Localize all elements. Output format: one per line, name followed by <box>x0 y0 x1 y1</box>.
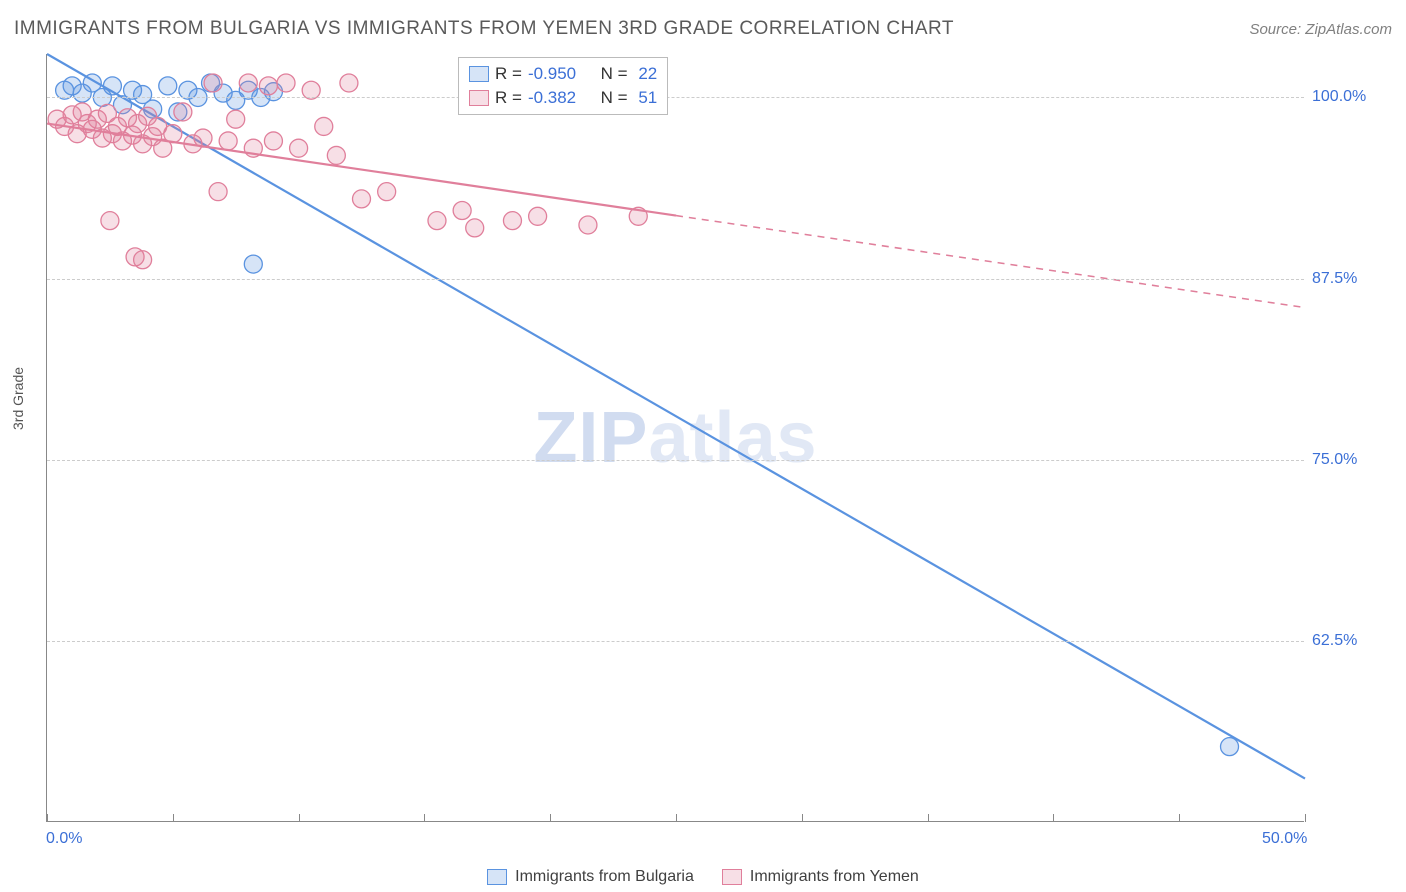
legend-stat-row: R = -0.382 N = 51 <box>469 86 657 110</box>
x-tick <box>802 814 803 822</box>
x-tick <box>550 814 551 822</box>
data-point <box>194 129 212 147</box>
r-value: -0.382 <box>528 88 590 108</box>
y-tick-label: 75.0% <box>1312 451 1357 469</box>
y-axis-label: 3rd Grade <box>10 367 26 430</box>
x-tick <box>299 814 300 822</box>
legend-swatch-icon <box>722 869 742 885</box>
legend-item-yemen: Immigrants from Yemen <box>722 868 919 886</box>
trend-line-extrapolated <box>676 216 1305 308</box>
data-point <box>101 212 119 230</box>
stat-label: N = <box>596 64 628 84</box>
n-value: 22 <box>634 64 658 84</box>
data-point <box>259 77 277 95</box>
series-legend: Immigrants from Bulgaria Immigrants from… <box>0 868 1406 886</box>
x-tick <box>928 814 929 822</box>
data-point <box>209 183 227 201</box>
n-value: 51 <box>634 88 658 108</box>
data-point <box>204 74 222 92</box>
x-tick-label: 50.0% <box>1262 830 1307 848</box>
legend-swatch-icon <box>469 90 489 106</box>
stat-label: R = <box>495 64 522 84</box>
gridline <box>47 641 1304 642</box>
stat-label: R = <box>495 88 522 108</box>
gridline <box>47 460 1304 461</box>
data-point <box>353 190 371 208</box>
data-point <box>579 216 597 234</box>
legend-stat-row: R = -0.950 N = 22 <box>469 62 657 86</box>
x-tick <box>47 814 48 822</box>
data-point <box>1221 738 1239 756</box>
gridline <box>47 97 1304 98</box>
x-tick <box>1053 814 1054 822</box>
legend-label: Immigrants from Yemen <box>750 868 919 886</box>
stat-label: N = <box>596 88 628 108</box>
data-point <box>174 103 192 121</box>
data-point <box>503 212 521 230</box>
data-point <box>327 146 345 164</box>
legend-swatch-icon <box>469 66 489 82</box>
data-point <box>244 139 262 157</box>
data-point <box>529 207 547 225</box>
x-tick-label: 0.0% <box>46 830 82 848</box>
legend-label: Immigrants from Bulgaria <box>515 868 694 886</box>
r-value: -0.950 <box>528 64 590 84</box>
x-tick <box>1305 814 1306 822</box>
data-point <box>428 212 446 230</box>
data-point <box>378 183 396 201</box>
data-point <box>134 251 152 269</box>
y-tick-label: 100.0% <box>1312 88 1366 106</box>
data-point <box>277 74 295 92</box>
y-tick-label: 87.5% <box>1312 270 1357 288</box>
x-tick <box>676 814 677 822</box>
x-tick <box>173 814 174 822</box>
data-point <box>340 74 358 92</box>
data-point <box>244 255 262 273</box>
data-point <box>466 219 484 237</box>
source-attribution: Source: ZipAtlas.com <box>1249 21 1392 38</box>
gridline <box>47 279 1304 280</box>
data-point <box>453 201 471 219</box>
data-point <box>264 132 282 150</box>
data-point <box>103 77 121 95</box>
x-tick <box>424 814 425 822</box>
data-point <box>219 132 237 150</box>
legend-item-bulgaria: Immigrants from Bulgaria <box>487 868 694 886</box>
data-point <box>227 110 245 128</box>
data-point <box>290 139 308 157</box>
data-point <box>315 117 333 135</box>
chart-svg <box>47 54 1305 822</box>
data-point <box>629 207 647 225</box>
chart-plot-area: ZIPatlas <box>46 54 1304 822</box>
x-tick <box>1179 814 1180 822</box>
trend-line <box>47 54 1305 779</box>
data-point <box>164 125 182 143</box>
correlation-legend-box: R = -0.950 N = 22 R = -0.382 N = 51 <box>458 57 668 115</box>
data-point <box>159 77 177 95</box>
y-tick-label: 62.5% <box>1312 632 1357 650</box>
legend-swatch-icon <box>487 869 507 885</box>
chart-title: IMMIGRANTS FROM BULGARIA VS IMMIGRANTS F… <box>14 18 954 40</box>
data-point <box>239 74 257 92</box>
